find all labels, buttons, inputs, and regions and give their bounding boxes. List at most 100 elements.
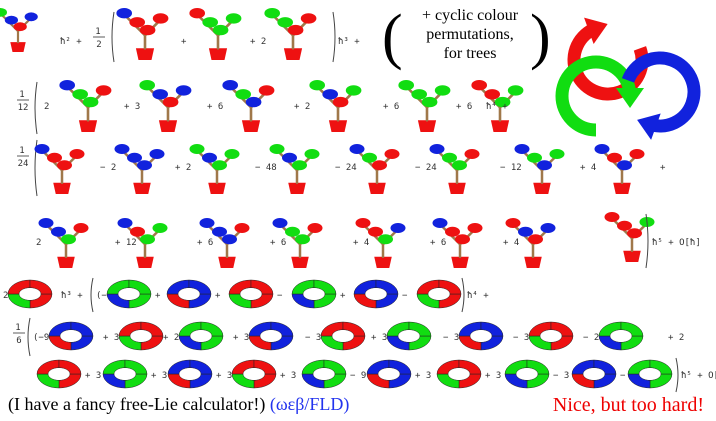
ring-segment bbox=[70, 321, 94, 337]
tree-leaf bbox=[129, 17, 145, 28]
ring-segment bbox=[313, 293, 337, 309]
ring-segment bbox=[36, 359, 60, 375]
tree-leaf bbox=[432, 218, 448, 228]
ring-segment bbox=[167, 373, 191, 389]
ring-segment bbox=[231, 359, 255, 375]
ring-segment bbox=[58, 359, 82, 375]
ring-segment bbox=[166, 293, 190, 309]
fld-link[interactable]: (ωεβ/FLD) bbox=[269, 394, 350, 414]
ring-diagram bbox=[7, 279, 53, 309]
tree-diagram bbox=[59, 80, 112, 132]
ring-segment bbox=[188, 279, 212, 295]
tree-diagram bbox=[269, 144, 320, 194]
row5-coef-0: ħ³ + bbox=[61, 291, 83, 301]
tree-leaf bbox=[368, 226, 383, 237]
tree-leaf bbox=[95, 85, 112, 96]
tree-leaf bbox=[202, 152, 217, 163]
row6-coef-5: + 3 bbox=[371, 333, 387, 343]
tree-leaf bbox=[464, 149, 480, 159]
tree-leaf bbox=[287, 24, 304, 36]
tree-leaf bbox=[514, 144, 530, 154]
row1-open bbox=[111, 11, 115, 63]
row4-coef-4: + 4 bbox=[353, 238, 369, 248]
tree-leaf bbox=[140, 234, 155, 245]
tree-diagram bbox=[116, 8, 169, 60]
cyclic-arrow bbox=[555, 55, 644, 137]
ring-segment bbox=[313, 279, 337, 295]
tree-leaf bbox=[139, 80, 155, 91]
row4-coef-3: + 6 bbox=[270, 238, 286, 248]
ring-segment bbox=[323, 359, 347, 375]
tree-leaf bbox=[57, 160, 72, 171]
row5-tail: ħ⁴ + bbox=[467, 291, 489, 301]
row3-coef-5: − 24 bbox=[415, 163, 437, 173]
tree-leaf bbox=[355, 218, 371, 228]
tree-leaf bbox=[199, 218, 215, 228]
tree-leaf bbox=[116, 8, 132, 19]
ring-segment bbox=[598, 321, 622, 337]
tree-leaf bbox=[537, 160, 552, 171]
ring-diagram bbox=[166, 279, 212, 309]
tree-diagram bbox=[594, 144, 645, 194]
tree-diagram bbox=[222, 80, 275, 132]
row7-coef-2: + 3 bbox=[216, 371, 232, 381]
ring-segment bbox=[228, 279, 252, 295]
tree-pot bbox=[241, 120, 261, 132]
row3-coef-8: + bbox=[660, 163, 666, 173]
ring-segment bbox=[526, 373, 550, 389]
tree-leaf bbox=[384, 149, 400, 159]
tree-leaf bbox=[152, 223, 168, 233]
tree-leaf bbox=[300, 13, 317, 24]
row7-coef-7: − 3 bbox=[553, 371, 569, 381]
tree-leaf bbox=[222, 80, 238, 91]
arrow-head bbox=[616, 88, 644, 108]
ring-segment bbox=[291, 279, 315, 295]
tree-leaf bbox=[629, 149, 645, 159]
tree-leaf bbox=[234, 223, 250, 233]
tree-diagram bbox=[272, 218, 323, 268]
ring-segment bbox=[342, 335, 366, 351]
ring-segment bbox=[48, 335, 72, 351]
tree-leaf bbox=[505, 218, 521, 228]
tree-leaf bbox=[152, 89, 168, 100]
ring-segment bbox=[649, 373, 673, 389]
row6-coef-0: (−9 bbox=[33, 333, 49, 343]
ring-segment bbox=[353, 279, 377, 295]
ring-diagram bbox=[118, 321, 164, 351]
tree-diagram bbox=[398, 80, 451, 132]
row2-coef-3: + 2 bbox=[294, 102, 310, 112]
ring-segment bbox=[366, 373, 390, 389]
tree-leaf bbox=[295, 234, 310, 245]
ring-segment bbox=[436, 373, 460, 389]
note-line-2: permutations, bbox=[426, 26, 514, 43]
ring-segment bbox=[291, 293, 315, 309]
ring-segment bbox=[178, 321, 202, 337]
row3-coef-6: − 12 bbox=[500, 163, 522, 173]
ring-segment bbox=[231, 373, 255, 389]
ring-segment bbox=[29, 293, 53, 309]
tree-leaf bbox=[429, 144, 445, 154]
ring-segment bbox=[188, 293, 212, 309]
tree-leaf bbox=[24, 12, 38, 22]
arrow-head bbox=[584, 17, 608, 44]
ring-segment bbox=[250, 279, 274, 295]
ring-segment bbox=[598, 335, 622, 351]
tree-leaf bbox=[245, 96, 262, 108]
tree-leaf bbox=[390, 223, 406, 233]
tree-pot bbox=[136, 256, 154, 268]
row7-close bbox=[675, 357, 679, 393]
tree-diagram bbox=[34, 144, 85, 194]
tree-diagram bbox=[189, 144, 240, 194]
row6-frac-den: 6 bbox=[16, 336, 21, 346]
tree-pot bbox=[613, 182, 631, 194]
row7-coef-4: − 9 bbox=[350, 371, 366, 381]
ring-segment bbox=[458, 373, 482, 389]
ring-segment bbox=[248, 335, 272, 351]
tree-leaf bbox=[13, 22, 27, 32]
verdict-caption: Nice, but too hard! bbox=[552, 394, 704, 416]
tree-pot bbox=[135, 48, 155, 60]
ring-diagram bbox=[504, 359, 550, 389]
tree-leaf bbox=[362, 152, 377, 163]
ring-diagram bbox=[320, 321, 366, 351]
row4-close bbox=[645, 213, 649, 269]
